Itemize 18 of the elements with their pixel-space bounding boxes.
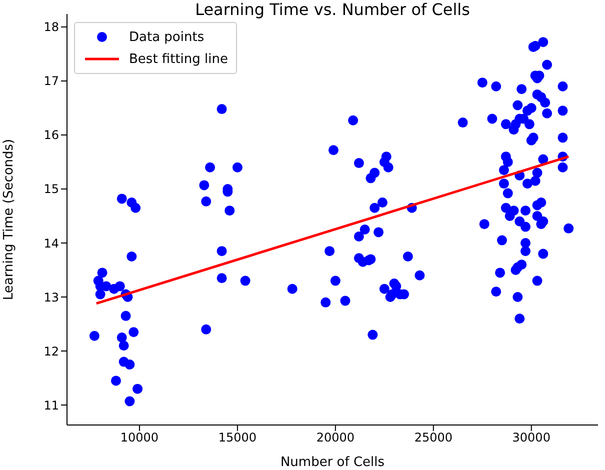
y-tick-label: 18 xyxy=(44,20,59,34)
y-tick-label: 15 xyxy=(44,182,59,196)
x-tick-label: 30000 xyxy=(512,430,550,445)
chart-title: Learning Time vs. Number of Cells xyxy=(194,0,471,19)
legend-label: Best fitting line xyxy=(129,52,228,66)
legend-label: Data points xyxy=(129,30,204,44)
y-axis-title: Learning Time (Seconds) xyxy=(2,138,17,300)
x-axis-title: Number of Cells xyxy=(280,455,385,470)
y-tick-label: 12 xyxy=(44,344,59,358)
y-tick-label: 13 xyxy=(44,290,59,304)
x-tick-label: 15000 xyxy=(218,430,257,445)
y-tick-label: 16 xyxy=(44,128,59,142)
x-tick-label: 20000 xyxy=(316,430,355,445)
y-tick-label: 17 xyxy=(44,74,59,88)
x-tick-label: 25000 xyxy=(414,430,453,445)
y-tick-label: 11 xyxy=(44,398,59,412)
x-tick-label: 10000 xyxy=(120,430,159,445)
y-tick-label: 14 xyxy=(44,236,59,250)
